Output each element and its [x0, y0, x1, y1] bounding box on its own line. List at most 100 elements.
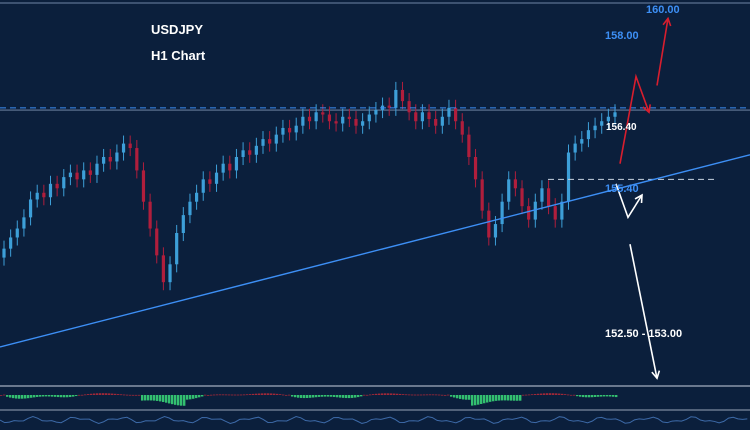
candle-body — [148, 201, 152, 229]
oscillator-bar — [492, 395, 495, 402]
oscillator-bar — [231, 394, 234, 396]
oscillator-bar — [60, 395, 63, 398]
candle-body — [487, 210, 491, 238]
candle-body — [361, 121, 365, 126]
oscillator-bar — [48, 395, 51, 397]
oscillator-bar — [213, 394, 216, 396]
candle-body — [115, 152, 119, 162]
candle-body — [341, 116, 345, 124]
oscillator-bar — [357, 395, 360, 398]
oscillator-bar — [12, 395, 15, 399]
oscillator-bar — [135, 394, 138, 396]
candle-body — [593, 125, 597, 131]
oscillator-bar — [387, 393, 390, 395]
candle-body — [248, 150, 252, 155]
oscillator-bar — [234, 394, 237, 396]
candle-body — [307, 116, 312, 122]
oscillator-bar — [78, 394, 81, 396]
candle-body — [208, 179, 212, 184]
oscillator-bar — [408, 394, 411, 396]
lower-indicator-line — [0, 415, 748, 425]
oscillator-bar — [228, 394, 231, 396]
oscillator-bar — [9, 395, 12, 398]
oscillator-bar — [126, 394, 129, 396]
oscillator-bar — [579, 395, 582, 397]
oscillator-bar — [588, 395, 591, 398]
oscillator-bar — [123, 394, 126, 396]
oscillator-bar — [147, 395, 150, 401]
oscillator-bar — [573, 394, 576, 396]
oscillator-bar — [192, 395, 195, 399]
candle-body — [68, 172, 73, 178]
oscillator-bar — [105, 393, 108, 395]
candle-body — [540, 188, 544, 202]
uptrend-line — [0, 154, 750, 348]
candle-body — [2, 248, 6, 258]
oscillator-bar — [369, 394, 372, 396]
oscillator-bar — [540, 393, 543, 395]
oscillator-bar — [273, 393, 276, 395]
oscillator-bar — [207, 394, 210, 396]
oscillator-bar — [513, 395, 516, 401]
candle-body — [321, 112, 325, 115]
oscillator-bar — [333, 395, 336, 397]
oscillator-bar — [270, 393, 273, 395]
oscillator-bar — [63, 395, 66, 398]
oscillator-bar — [27, 395, 30, 399]
candle-body — [214, 172, 219, 184]
oscillator-bar — [45, 395, 48, 397]
oscillator-bar — [417, 394, 420, 396]
oscillator-bar — [504, 395, 507, 401]
oscillator-bar — [6, 395, 9, 397]
oscillator-bar — [255, 393, 258, 395]
oscillator-bar — [378, 393, 381, 395]
oscillator-bar — [264, 393, 267, 395]
candle-body — [400, 89, 405, 102]
oscillator-bar — [285, 394, 288, 396]
oscillator-bar — [483, 395, 486, 404]
oscillator-bar — [222, 394, 225, 396]
oscillator-bar — [576, 395, 579, 397]
oscillator-bar — [501, 395, 504, 401]
oscillator-bar — [465, 395, 468, 400]
oscillator-bar — [393, 393, 396, 395]
oscillator-bar — [57, 395, 60, 398]
oscillator-bar — [561, 393, 564, 395]
oscillator-bar — [168, 395, 171, 404]
candle-body — [121, 143, 126, 153]
oscillator-bar — [486, 395, 489, 403]
oscillator-bar — [546, 393, 549, 395]
oscillator-bar — [186, 395, 189, 400]
candle-body — [88, 170, 92, 175]
oscillator-bar — [495, 395, 498, 401]
candle-body — [527, 206, 531, 220]
bearish-target-arrow-head — [651, 370, 661, 380]
bounce-arrow — [615, 183, 643, 220]
candle-body — [261, 139, 265, 146]
oscillator-bar — [258, 393, 261, 395]
oscillator-bar — [414, 394, 417, 396]
candle-body — [181, 215, 185, 233]
candle-body — [35, 192, 39, 200]
oscillator-bar — [312, 395, 315, 398]
candle-body — [560, 201, 564, 220]
oscillator-bar — [0, 395, 3, 396]
oscillator-bar — [39, 395, 42, 397]
oscillator-bar — [42, 395, 45, 397]
level-label-156-40: 156.40 — [606, 122, 637, 133]
candle-body — [281, 127, 285, 135]
oscillator-bar — [447, 394, 450, 396]
oscillator-bar — [282, 394, 285, 396]
candle-body — [414, 112, 418, 122]
oscillator-bar — [225, 394, 228, 396]
oscillator-bar — [294, 395, 297, 398]
oscillator-bar — [531, 394, 534, 396]
oscillator-bar — [204, 394, 207, 396]
bearish-target-arrow — [629, 244, 658, 379]
oscillator-bar — [516, 395, 519, 401]
candle-body — [75, 172, 79, 180]
candle-body — [420, 112, 425, 122]
candle-body — [606, 116, 610, 122]
bullish-target-arrow-head — [642, 104, 651, 114]
oscillator-bar — [552, 393, 555, 395]
